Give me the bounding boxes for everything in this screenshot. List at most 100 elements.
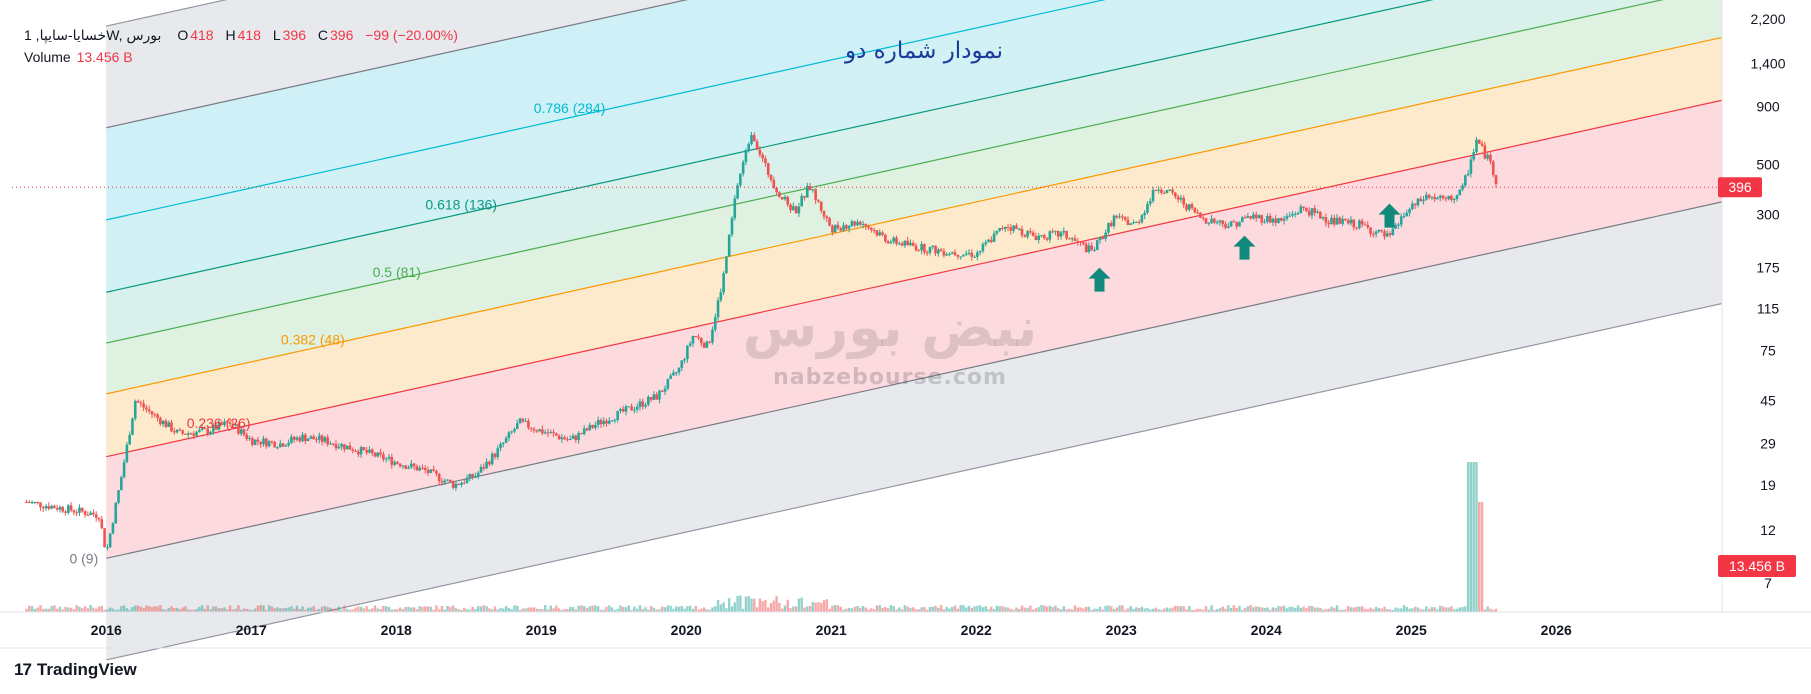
volume-bar xyxy=(616,608,619,612)
volume-bar xyxy=(945,606,948,612)
volume-bar xyxy=(733,602,736,612)
candle-body xyxy=(959,256,962,258)
candle-body xyxy=(644,404,647,407)
candle-body xyxy=(64,511,67,513)
candle-body xyxy=(384,458,388,460)
volume-bar xyxy=(906,606,909,612)
symbol-label[interactable]: خسایا-سایپا, 1W, بورس xyxy=(24,27,162,43)
volume-bar xyxy=(775,596,778,612)
candle-body xyxy=(446,479,449,481)
candle-body xyxy=(1160,189,1163,193)
candle-body xyxy=(1455,195,1459,200)
candle-body xyxy=(577,433,580,441)
candle-body xyxy=(1023,235,1027,237)
candle-body xyxy=(817,200,820,202)
candle-body xyxy=(1411,203,1414,210)
volume-bar xyxy=(1327,608,1330,612)
candle-body xyxy=(552,432,555,434)
price-tick-label: 75 xyxy=(1760,342,1776,358)
volume-bar xyxy=(153,606,156,612)
candle-body xyxy=(80,507,84,512)
volume-bar xyxy=(318,608,321,612)
volume-bar xyxy=(895,609,898,612)
volume-bar xyxy=(1358,606,1361,612)
volume-bar xyxy=(276,607,279,612)
fib-band xyxy=(106,0,1722,394)
volume-bar xyxy=(872,609,876,612)
volume-bar xyxy=(67,607,70,612)
candle-body xyxy=(1121,216,1124,218)
candle-body xyxy=(744,150,748,162)
volume-bar xyxy=(1135,607,1138,612)
candle-body xyxy=(125,444,129,463)
candle-body xyxy=(1327,222,1331,225)
volume-bar xyxy=(295,605,299,612)
candle-body xyxy=(1115,215,1119,218)
candle-body xyxy=(778,192,781,198)
volume-bar xyxy=(920,607,923,612)
candle-body xyxy=(1031,232,1035,237)
time-tick-label: 2026 xyxy=(1541,622,1572,638)
annotation-arrows xyxy=(1088,203,1401,292)
volume-bar xyxy=(560,609,564,612)
volume-bar xyxy=(418,606,421,612)
candle-body xyxy=(357,451,360,455)
candle-body xyxy=(917,250,921,252)
volume-bar xyxy=(1355,606,1358,612)
volume-bar xyxy=(747,596,750,612)
candle-body xyxy=(697,336,700,338)
volume-bar xyxy=(875,605,879,612)
volume-bar xyxy=(669,605,672,612)
volume-bar xyxy=(532,607,536,612)
volume-bar xyxy=(1073,605,1077,612)
volume-bar xyxy=(1224,608,1227,612)
tradingview-logo[interactable]: 17 TradingView xyxy=(14,660,137,679)
volume-bar xyxy=(691,608,695,612)
volume-bar xyxy=(1101,609,1105,612)
candle-body xyxy=(524,420,527,422)
volume-bar xyxy=(407,606,410,612)
volume-bar xyxy=(1302,606,1305,612)
candle-body xyxy=(937,249,940,254)
volume-bar xyxy=(226,609,229,612)
candle-body xyxy=(1274,218,1278,223)
candle-body xyxy=(89,512,92,516)
candle-body xyxy=(700,337,703,344)
volume-bar xyxy=(633,606,636,612)
candle-body xyxy=(39,502,42,508)
volume-bar xyxy=(803,607,806,612)
candle-body xyxy=(1040,235,1043,237)
price-axis: 7 12 19 29 45 75 115 175 300 500 900 1,400 2,200 396 1… xyxy=(1718,0,1796,612)
volume-bar xyxy=(521,608,525,612)
volume-bar xyxy=(878,605,881,612)
volume-bar xyxy=(987,609,990,612)
volume-bar xyxy=(588,606,591,612)
candle-body xyxy=(987,239,990,243)
candle-body xyxy=(1299,206,1303,214)
candle-body xyxy=(1168,189,1172,191)
volume-bar xyxy=(702,607,706,612)
volume-bar xyxy=(134,605,137,612)
volume-bar xyxy=(1439,605,1442,612)
candle-body xyxy=(120,477,123,491)
volume-bar xyxy=(1040,605,1043,612)
volume-bar xyxy=(1469,462,1473,612)
volume-bar xyxy=(563,609,566,612)
volume-bar xyxy=(1319,607,1322,612)
candle-body xyxy=(814,189,817,201)
candle-body xyxy=(136,401,140,403)
volume-bar xyxy=(730,606,734,612)
volume-bar xyxy=(1143,608,1146,612)
volume-bar xyxy=(1305,608,1308,612)
volume-bar xyxy=(477,606,480,612)
volume-bar xyxy=(778,602,781,612)
volume-bar xyxy=(700,608,703,612)
fib-level-label: 0.382 (48) xyxy=(281,331,345,347)
candle-body xyxy=(306,438,310,442)
volume-bar xyxy=(1386,609,1389,612)
volume-bar xyxy=(499,607,502,612)
candle-body xyxy=(633,409,636,411)
candle-body xyxy=(1070,238,1074,240)
volume-bar xyxy=(298,608,301,612)
